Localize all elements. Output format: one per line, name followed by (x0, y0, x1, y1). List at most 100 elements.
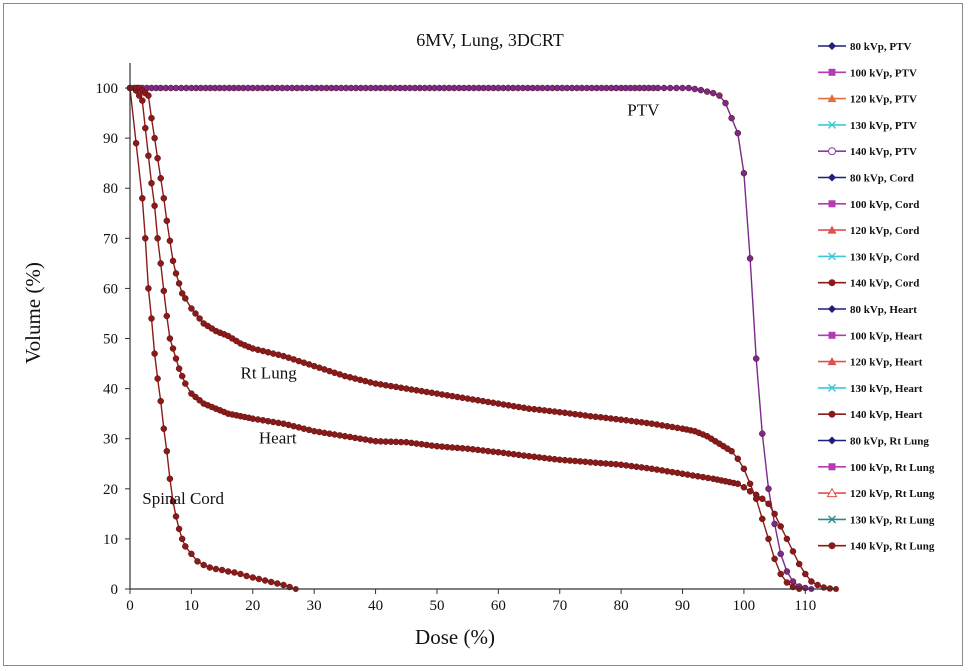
point (789, 548, 797, 555)
point (697, 86, 705, 94)
point (716, 92, 723, 99)
legend-item: 100 kVp, Cord (818, 199, 919, 211)
legend-label: 140 kVp, Cord (850, 278, 919, 290)
point (728, 114, 735, 122)
point (142, 235, 149, 242)
y-tick-label: 80 (103, 181, 118, 197)
point (151, 350, 158, 357)
point (154, 235, 161, 242)
point (172, 270, 180, 277)
point (752, 355, 760, 362)
point (157, 174, 164, 182)
point (765, 500, 772, 508)
y-tick-label: 70 (103, 231, 118, 247)
point (172, 355, 180, 362)
legend-marker (828, 542, 836, 550)
y-tick-label: 10 (103, 532, 118, 548)
point (139, 97, 146, 104)
legend-label: 120 kVp, Heart (850, 357, 923, 369)
legend-marker (828, 147, 836, 156)
point (802, 570, 809, 578)
point (169, 498, 177, 505)
legend-marker (827, 94, 837, 103)
legend-item: 80 kVp, PTV (818, 41, 911, 53)
legend-marker (828, 410, 836, 418)
annotation-ptv: PTV (627, 101, 660, 120)
legend-item: 80 kVp, Cord (818, 173, 914, 185)
point (145, 285, 152, 292)
y-tick-label: 50 (103, 332, 118, 348)
legend-label: 130 kVp, PTV (850, 120, 917, 132)
annotations: PTV Rt Lung Heart Spinal Cord (142, 101, 660, 508)
point (740, 169, 748, 177)
point (814, 581, 821, 589)
legend-item: 140 kVp, Rt Lung (818, 541, 935, 553)
annotation-rt-lung: Rt Lung (241, 364, 298, 383)
y-tick-label: 20 (103, 482, 118, 498)
legend-label: 120 kVp, Rt Lung (850, 488, 935, 500)
point (200, 561, 207, 569)
point (709, 89, 717, 97)
point (206, 564, 214, 571)
point (685, 84, 692, 92)
point (261, 577, 269, 584)
point (169, 257, 177, 265)
point (224, 568, 232, 575)
point (169, 345, 177, 352)
point (175, 280, 183, 287)
point (771, 520, 778, 528)
y-axis-title: Volume (%) (21, 262, 45, 364)
legend-marker (827, 225, 837, 234)
x-tick-label: 100 (733, 598, 756, 614)
point (178, 535, 186, 543)
point (172, 513, 180, 520)
legend-marker (828, 200, 836, 208)
point (765, 485, 772, 493)
legend-label: 100 kVp, Heart (850, 330, 923, 342)
y-tick-label: 100 (96, 81, 119, 97)
point (734, 455, 742, 463)
point (148, 114, 155, 122)
point (660, 84, 668, 92)
legend-marker (828, 120, 836, 129)
point (765, 535, 772, 543)
point (142, 124, 149, 132)
legend-item: 100 kVp, Heart (818, 330, 923, 342)
point (194, 558, 201, 565)
point (777, 523, 784, 530)
x-tick-label: 70 (552, 598, 567, 614)
series-rt-lung (126, 84, 803, 592)
point (666, 84, 674, 92)
legend-label: 80 kVp, PTV (850, 41, 911, 53)
legend-marker (828, 515, 836, 524)
point (249, 574, 257, 581)
x-tick-label: 20 (245, 598, 260, 614)
legend-marker (828, 68, 836, 76)
y-tick-label: 90 (103, 131, 118, 147)
legend-marker (828, 252, 836, 261)
legend-marker (828, 173, 836, 182)
legend-label: 80 kVp, Rt Lung (850, 436, 929, 448)
point (182, 380, 189, 387)
y-tick-label: 60 (103, 281, 118, 297)
legend-marker (827, 357, 837, 366)
legend-label: 130 kVp, Cord (850, 251, 919, 263)
point (734, 129, 742, 137)
point (789, 578, 797, 585)
point (274, 580, 281, 587)
point (740, 484, 748, 491)
x-tick-label: 110 (794, 598, 816, 614)
x-axis-title: Dose (%) (415, 625, 495, 649)
point (795, 560, 803, 568)
x-tick-label: 80 (614, 598, 629, 614)
point (679, 84, 686, 92)
legend-marker (828, 436, 836, 445)
point (703, 88, 711, 95)
point (151, 202, 158, 210)
x-tick-label: 60 (491, 598, 506, 614)
legend-label: 140 kVp, PTV (850, 146, 917, 158)
point (166, 237, 174, 245)
chart-title: 6MV, Lung, 3DCRT (416, 30, 564, 50)
legend-marker (828, 331, 836, 339)
